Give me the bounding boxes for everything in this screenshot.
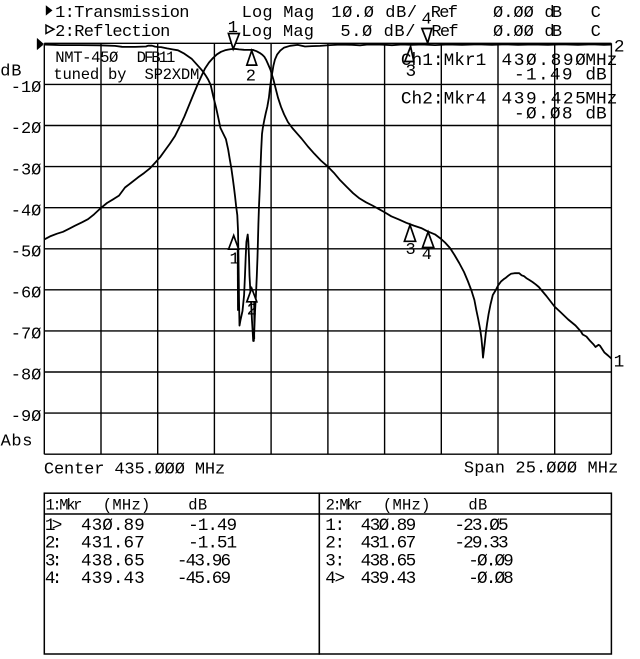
svg-text:-Ø.Ø8: -Ø.Ø8 [514,105,574,125]
svg-text:NMT-45Ø: NMT-45Ø [55,49,118,67]
svg-text:-8Ø: -8Ø [11,367,42,386]
svg-text:-45.69: -45.69 [177,569,231,589]
svg-text::: : [52,551,63,571]
svg-text:431.67: 431.67 [81,534,145,554]
svg-text:Ch1:Mkr1: Ch1:Mkr1 [401,51,486,71]
svg-text:1: 1 [45,516,56,536]
svg-text:5.Ø dB/: 5.Ø dB/ [340,23,416,42]
svg-text:3: 3 [325,551,336,571]
svg-text:3: 3 [406,241,416,260]
svg-text:Ref: Ref [431,4,458,23]
svg-text:MHz: MHz [585,89,617,109]
svg-text:dB: dB [468,496,487,514]
svg-text:-9Ø: -9Ø [11,408,42,427]
svg-text:1:Mkr: 1:Mkr [46,496,82,514]
svg-text:>: > [52,516,63,536]
svg-text:1: 1 [325,516,336,536]
svg-text:tuned by SP2XDM: tuned by SP2XDM [53,66,199,84]
svg-text::: : [335,534,346,554]
svg-text:-6Ø: -6Ø [11,285,42,304]
svg-text:-2Ø: -2Ø [11,120,42,139]
svg-text:-7Ø: -7Ø [11,326,42,345]
svg-text:4: 4 [45,569,56,589]
svg-text::: : [52,534,63,554]
svg-text:Ø.ØØ: Ø.ØØ [493,23,534,42]
svg-text:2: 2 [247,302,257,321]
svg-text:Span 25.ØØØ MHz: Span 25.ØØØ MHz [464,460,619,479]
svg-text:43Ø.89Ø: 43Ø.89Ø [502,51,588,71]
svg-text:43Ø.89: 43Ø.89 [81,516,145,536]
svg-text:-1.49: -1.49 [514,65,574,85]
svg-text:Center 435.ØØØ MHz: Center 435.ØØØ MHz [44,460,225,479]
svg-text:(MHz): (MHz) [383,496,431,514]
svg-text:Ref: Ref [431,23,458,42]
svg-text:-Ø.Ø8: -Ø.Ø8 [468,569,513,589]
svg-text:431.67: 431.67 [361,534,416,554]
svg-text:439.43: 439.43 [81,569,145,589]
svg-text:dB: dB [544,23,562,42]
svg-text:1Ø.Ø dB/: 1Ø.Ø dB/ [331,4,417,23]
svg-text:>: > [335,569,346,589]
svg-text:1: 1 [230,251,240,270]
svg-text:-3Ø: -3Ø [11,161,42,180]
svg-text:4: 4 [422,11,432,30]
svg-text:439.425: 439.425 [502,89,588,109]
svg-text:Ch2:Mkr4: Ch2:Mkr4 [401,89,486,109]
svg-text:C: C [591,4,601,23]
svg-text:dB: dB [544,4,562,23]
svg-text:-23.Ø5: -23.Ø5 [454,516,508,536]
svg-text::: : [335,551,346,571]
svg-text:438.65: 438.65 [81,551,145,571]
svg-text:-Ø.Ø9: -Ø.Ø9 [468,551,513,571]
svg-text:3: 3 [406,62,417,82]
svg-text:2: 2 [325,534,336,554]
svg-text:1:Transmission: 1:Transmission [55,4,189,23]
svg-text:DFB11: DFB11 [137,49,175,67]
svg-text:-29.33: -29.33 [454,534,508,554]
svg-text:2:Reflection: 2:Reflection [55,23,170,42]
svg-text:1: 1 [228,19,238,38]
svg-text:-1Ø: -1Ø [11,79,42,98]
svg-text:C: C [591,23,601,42]
svg-text:Abs: Abs [1,433,33,452]
svg-text:(MHz): (MHz) [103,496,151,514]
svg-text:438.65: 438.65 [361,551,416,571]
svg-text:-4Ø: -4Ø [11,202,42,221]
svg-text:2:Mkr: 2:Mkr [326,496,362,514]
svg-text:2: 2 [614,37,625,57]
svg-text:-1.49: -1.49 [188,516,236,536]
svg-text:MHz: MHz [585,51,617,71]
svg-text:dB: dB [585,65,606,85]
svg-text:2: 2 [246,67,256,86]
svg-text:dB: dB [585,105,606,125]
svg-text:-5Ø: -5Ø [11,243,42,262]
svg-text:1: 1 [614,352,625,372]
svg-text:439.43: 439.43 [361,569,416,589]
svg-text:-1.51: -1.51 [188,534,236,554]
svg-text:Ø.ØØ: Ø.ØØ [493,4,534,23]
svg-text:3: 3 [45,551,56,571]
svg-text:4: 4 [422,246,432,265]
svg-text::: : [52,569,63,589]
svg-text:Log Mag: Log Mag [241,23,314,42]
svg-text:-43.96: -43.96 [177,551,231,571]
svg-text:43Ø.89: 43Ø.89 [361,516,416,536]
svg-text:dB: dB [188,496,207,514]
svg-text:2: 2 [45,534,56,554]
svg-text:4: 4 [325,569,336,589]
svg-text:Log Mag: Log Mag [242,4,315,23]
svg-text::: : [335,516,346,536]
svg-text:dB: dB [0,63,22,82]
